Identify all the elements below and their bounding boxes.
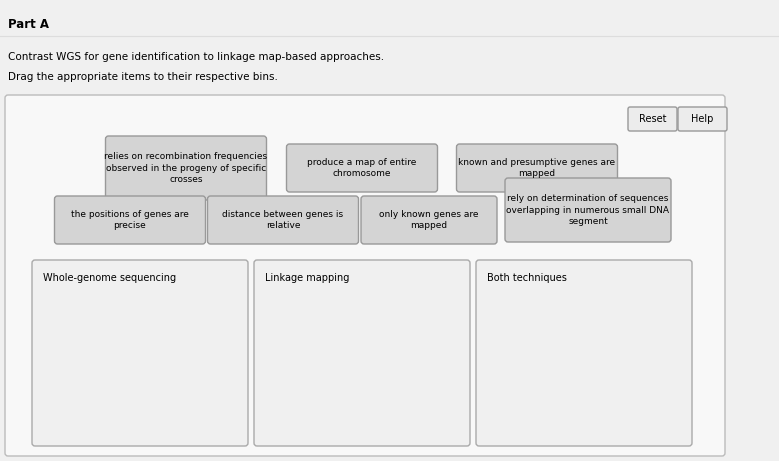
FancyBboxPatch shape [207,196,358,244]
FancyBboxPatch shape [476,260,692,446]
FancyBboxPatch shape [55,196,206,244]
Bar [0,0,779,98]
Text: relies on recombination frequencies
observed in the progeny of specific
crosses: relies on recombination frequencies obse… [104,152,267,184]
Text: only known genes are
mapped: only known genes are mapped [379,210,479,230]
FancyBboxPatch shape [678,107,727,131]
Text: Whole-genome sequencing: Whole-genome sequencing [43,273,176,283]
Text: Part A: Part A [8,18,49,31]
FancyBboxPatch shape [5,95,725,456]
FancyBboxPatch shape [456,144,618,192]
FancyBboxPatch shape [361,196,497,244]
Text: Linkage mapping: Linkage mapping [265,273,349,283]
Text: known and presumptive genes are
mapped: known and presumptive genes are mapped [458,158,615,178]
Text: rely on determination of sequences
overlapping in numerous small DNA
segment: rely on determination of sequences overl… [506,194,669,226]
Text: Both techniques: Both techniques [487,273,567,283]
FancyBboxPatch shape [32,260,248,446]
Text: Contrast WGS for gene identification to linkage map-based approaches.: Contrast WGS for gene identification to … [8,52,384,62]
Text: Help: Help [691,114,714,124]
FancyBboxPatch shape [105,136,266,200]
Text: Drag the appropriate items to their respective bins.: Drag the appropriate items to their resp… [8,72,278,82]
FancyBboxPatch shape [628,107,677,131]
Text: Reset: Reset [639,114,666,124]
FancyBboxPatch shape [287,144,438,192]
Text: produce a map of entire
chromosome: produce a map of entire chromosome [307,158,417,178]
FancyBboxPatch shape [254,260,470,446]
Text: distance between genes is
relative: distance between genes is relative [223,210,344,230]
FancyBboxPatch shape [505,178,671,242]
Text: the positions of genes are
precise: the positions of genes are precise [71,210,189,230]
